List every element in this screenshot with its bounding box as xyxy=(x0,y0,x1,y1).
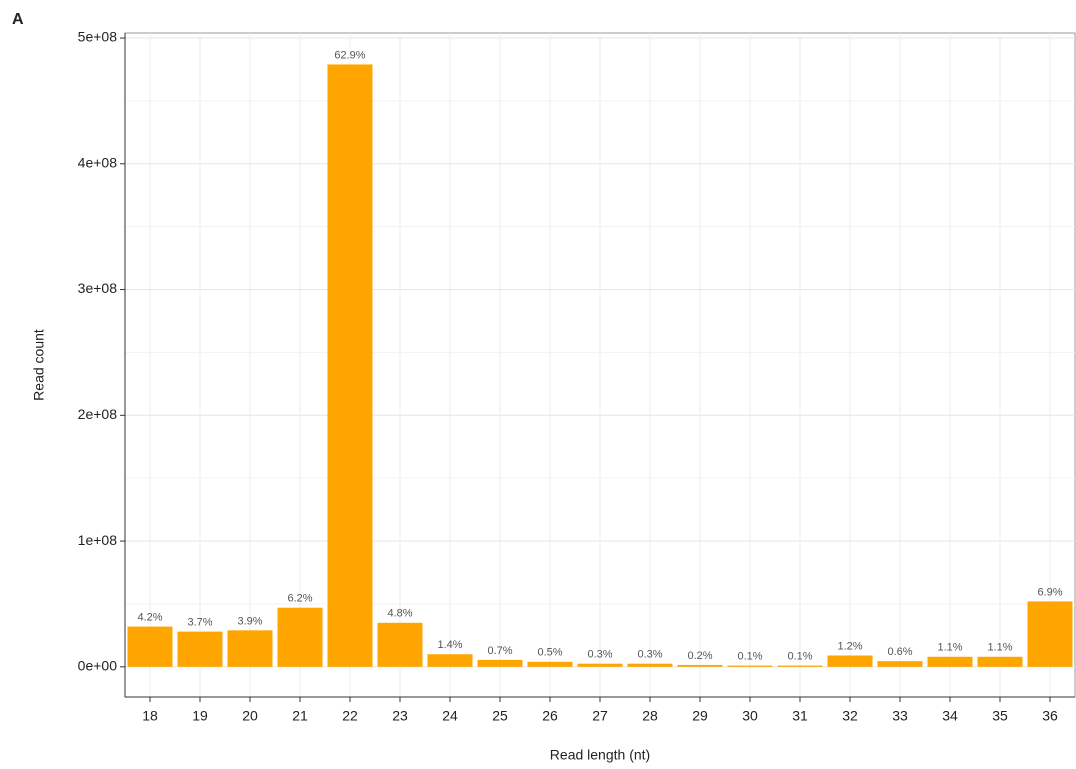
bar-label: 62.9% xyxy=(334,49,365,61)
bar xyxy=(377,622,423,667)
y-tick-label: 0e+00 xyxy=(78,658,118,674)
bar xyxy=(477,659,523,667)
bar xyxy=(527,661,573,667)
y-tick-label: 1e+08 xyxy=(78,532,118,548)
bar-label: 0.1% xyxy=(787,650,812,662)
bar xyxy=(827,655,873,667)
bar xyxy=(677,664,723,667)
x-tick-label: 20 xyxy=(242,708,258,724)
x-tick-label: 29 xyxy=(692,708,708,724)
x-tick-label: 19 xyxy=(192,708,208,724)
x-tick-label: 28 xyxy=(642,708,658,724)
bar-label: 1.2% xyxy=(837,640,862,652)
bar xyxy=(277,607,323,667)
x-tick-label: 18 xyxy=(142,708,158,724)
bar-label: 0.1% xyxy=(737,650,762,662)
x-tick-label: 27 xyxy=(592,708,608,724)
bar xyxy=(177,631,223,667)
bar-label: 0.5% xyxy=(537,647,562,659)
bar xyxy=(227,630,273,667)
bar-label: 1.4% xyxy=(437,639,462,651)
y-tick-label: 2e+08 xyxy=(78,406,118,422)
x-tick-label: 35 xyxy=(992,708,1008,724)
x-tick-label: 36 xyxy=(1042,708,1058,724)
bar-label: 0.6% xyxy=(887,646,912,658)
bar xyxy=(977,656,1023,667)
bar-label: 0.3% xyxy=(637,649,662,661)
x-tick-label: 24 xyxy=(442,708,458,724)
bar xyxy=(577,663,623,667)
bar-label: 4.2% xyxy=(137,611,162,623)
bar-label: 0.2% xyxy=(687,650,712,662)
bar-label: 1.1% xyxy=(937,642,962,654)
bar xyxy=(327,64,373,667)
y-tick-label: 5e+08 xyxy=(78,29,118,45)
bar-label: 0.3% xyxy=(587,649,612,661)
x-tick-label: 34 xyxy=(942,708,958,724)
bar xyxy=(127,626,173,667)
x-tick-label: 32 xyxy=(842,708,858,724)
panel-label: A xyxy=(12,11,24,28)
bar xyxy=(877,661,923,667)
bar xyxy=(927,656,973,667)
y-axis-label: Read count xyxy=(31,329,47,401)
x-tick-label: 23 xyxy=(392,708,408,724)
bar xyxy=(777,665,823,667)
x-tick-label: 31 xyxy=(792,708,808,724)
bar xyxy=(627,663,673,667)
bar-label: 6.2% xyxy=(287,593,312,605)
x-tick-label: 22 xyxy=(342,708,358,724)
y-tick-label: 4e+08 xyxy=(78,154,118,170)
x-tick-label: 25 xyxy=(492,708,508,724)
bar-label: 0.7% xyxy=(487,645,512,657)
bar-label: 6.9% xyxy=(1037,586,1062,598)
x-tick-label: 21 xyxy=(292,708,308,724)
x-tick-label: 30 xyxy=(742,708,758,724)
x-axis-label: Read length (nt) xyxy=(550,747,650,763)
y-tick-label: 3e+08 xyxy=(78,280,118,296)
x-tick-label: 33 xyxy=(892,708,908,724)
bar-label: 3.7% xyxy=(187,617,212,629)
bar-label: 1.1% xyxy=(987,642,1012,654)
x-tick-label: 26 xyxy=(542,708,558,724)
bar xyxy=(1027,601,1073,667)
bar xyxy=(727,665,773,667)
bar xyxy=(427,654,473,667)
bar-label: 4.8% xyxy=(387,608,412,620)
bar-label: 3.9% xyxy=(237,615,262,627)
